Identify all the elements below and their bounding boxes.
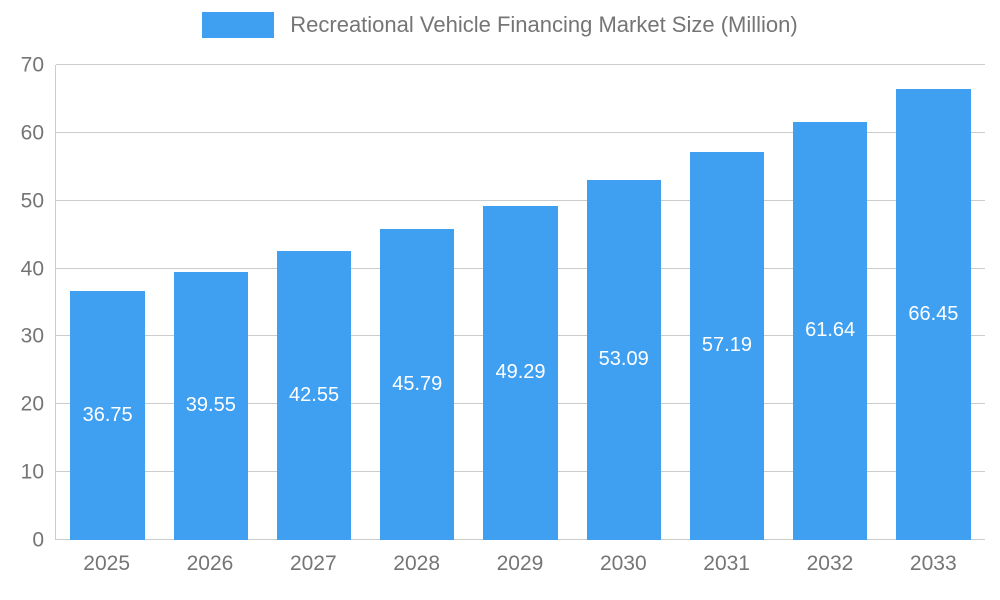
bar-group-2025: 36.75 <box>56 65 159 540</box>
chart-title: Recreational Vehicle Financing Market Si… <box>290 12 798 37</box>
bar-2029[interactable]: 49.29 <box>483 205 558 540</box>
legend-swatch <box>202 12 275 38</box>
gridline-70 <box>56 64 985 65</box>
x-tick-label-2033: 2033 <box>909 552 957 575</box>
bar-group-2029: 49.29 <box>469 65 572 540</box>
y-tick-label-30: 30 <box>20 324 44 348</box>
x-tick-label-2030: 2030 <box>599 552 647 575</box>
bar-2033[interactable]: 66.45 <box>896 89 971 540</box>
bar-value-label-2031: 57.19 <box>701 334 752 357</box>
plot-area: 36.75 39.55 42.55 45.79 49.29 53.09 57.19 61.64… <box>55 64 985 540</box>
bar-group-2032: 61.64 <box>779 65 882 540</box>
bar-group-2027: 42.55 <box>262 65 365 540</box>
y-tick-label-40: 40 <box>20 257 44 281</box>
bar-group-2030: 53.09 <box>572 65 675 540</box>
x-tick-label-2025: 2025 <box>83 552 131 575</box>
bar-value-label-2033: 66.45 <box>908 303 959 326</box>
bar-group-2026: 39.55 <box>159 65 262 540</box>
y-tick-label-10: 10 <box>20 460 44 484</box>
y-tick-label-70: 70 <box>20 53 44 77</box>
bar-2031[interactable]: 57.19 <box>689 151 765 540</box>
bar-value-label-2029: 49.29 <box>495 361 546 384</box>
bar-value-label-2032: 61.64 <box>805 319 856 342</box>
x-tick-label-2027: 2027 <box>289 552 337 575</box>
gridline-50 <box>56 199 985 201</box>
bar-value-label-2028: 45.79 <box>392 373 443 396</box>
bar-value-label-2025: 36.75 <box>82 403 133 426</box>
bar-2026[interactable]: 39.55 <box>173 271 248 540</box>
y-axis: 0 10 20 30 40 50 60 70 <box>0 55 52 551</box>
bar-2030[interactable]: 53.09 <box>586 179 661 540</box>
bar-group-2033: 66.45 <box>882 65 985 540</box>
bar-value-label-2030: 53.09 <box>598 348 649 371</box>
x-axis: 2025 2026 2027 2028 2029 2030 2031 2032 2033 <box>55 552 985 576</box>
y-tick-label-60: 60 <box>20 121 44 145</box>
chart-legend: Recreational Vehicle Financing Market Si… <box>0 12 1000 38</box>
x-tick-label-2029: 2029 <box>496 552 544 575</box>
x-tick-label-2032: 2032 <box>806 552 854 575</box>
x-tick-label-2026: 2026 <box>186 552 234 575</box>
bar-2032[interactable]: 61.64 <box>792 121 868 540</box>
bar-2025[interactable]: 36.75 <box>70 290 145 540</box>
y-tick-label-20: 20 <box>20 392 44 416</box>
y-tick-label-0: 0 <box>32 528 44 552</box>
bar-value-label-2027: 42.55 <box>289 384 340 407</box>
bar-2027[interactable]: 42.55 <box>276 251 352 540</box>
y-tick-label-50: 50 <box>20 189 44 213</box>
gridline-60 <box>56 131 985 133</box>
bar-series: 36.75 39.55 42.55 45.79 49.29 53.09 57.19 61.64… <box>56 65 985 540</box>
x-tick-label-2028: 2028 <box>393 552 440 575</box>
bar-group-2028: 45.79 <box>366 65 469 540</box>
bar-2028[interactable]: 45.79 <box>380 229 455 540</box>
bar-value-label-2026: 39.55 <box>185 394 236 417</box>
x-tick-label-2031: 2031 <box>703 552 750 575</box>
bar-group-2031: 57.19 <box>675 65 778 540</box>
